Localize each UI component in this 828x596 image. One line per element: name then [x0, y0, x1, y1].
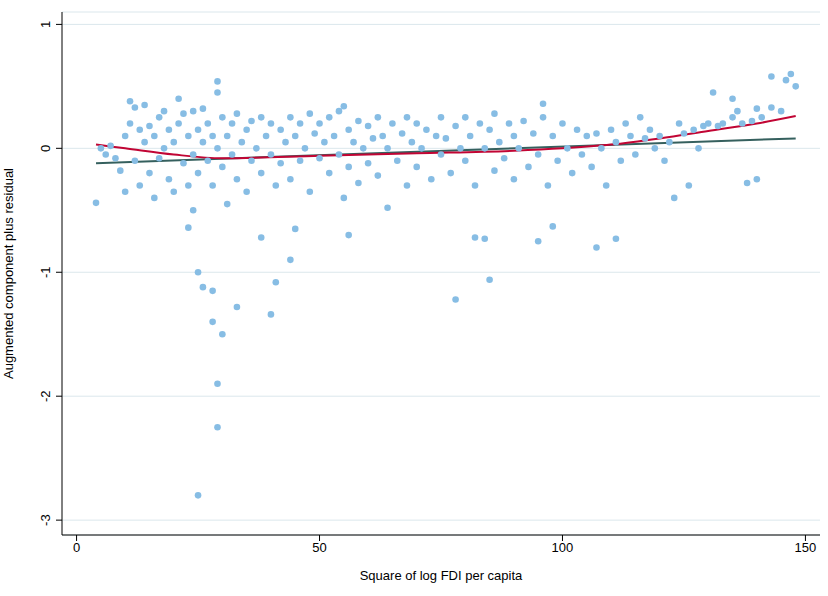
svg-text:1: 1 [38, 21, 53, 28]
svg-text:-1: -1 [38, 266, 53, 278]
svg-text:Square of log FDI per capita: Square of log FDI per capita [360, 568, 523, 583]
svg-text:-2: -2 [38, 390, 53, 402]
svg-text:-3: -3 [38, 514, 53, 526]
svg-text:Augmented component plus resid: Augmented component plus residual [8, 168, 16, 379]
svg-text:50: 50 [312, 540, 326, 555]
svg-text:100: 100 [552, 540, 574, 555]
svg-text:150: 150 [795, 540, 817, 555]
svg-text:0: 0 [73, 540, 80, 555]
svg-text:0: 0 [38, 145, 53, 152]
